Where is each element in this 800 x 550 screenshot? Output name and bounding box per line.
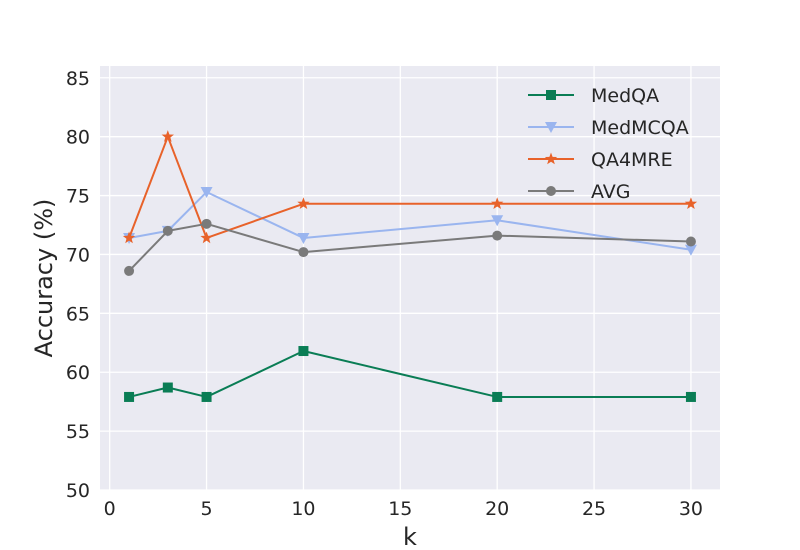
series-medqa [124, 346, 696, 402]
series-qa4mre [122, 130, 698, 244]
legend-label: MedMCQA [591, 117, 689, 139]
medqa-line [128, 350, 691, 398]
avg-point [201, 218, 212, 229]
medqa-point [162, 382, 173, 393]
medqa-point [201, 391, 212, 402]
legend-label: AVG [591, 181, 631, 203]
x-tick-label: 30 [679, 498, 703, 520]
x-tick-label: 25 [582, 498, 606, 520]
y-tick-label: 85 [66, 68, 90, 90]
medmcqa-point [200, 187, 213, 199]
series-avg [124, 218, 696, 276]
legend-marker [544, 152, 558, 165]
avg-point [162, 225, 173, 236]
x-tick-label: 5 [201, 498, 213, 520]
avg-point [492, 230, 503, 241]
legend: MedQA MedMCQA QA4MRE AVG [528, 85, 689, 203]
y-tick-label: 60 [66, 362, 90, 384]
y-axis-label: Accuracy (%) [30, 199, 58, 358]
medmcqa-point [684, 244, 697, 256]
x-tick-label: 15 [388, 498, 412, 520]
y-tick-label: 55 [66, 421, 90, 443]
y-tick-label: 65 [66, 303, 90, 325]
avg-point [298, 247, 309, 258]
medqa-point [492, 391, 503, 402]
medmcqa-point [491, 215, 504, 227]
legend-marker [546, 90, 556, 100]
qa4mre-point [122, 231, 136, 244]
grid-lines [100, 66, 720, 491]
y-tick-label: 50 [66, 480, 90, 502]
avg-point [124, 265, 135, 276]
legend-marker [545, 122, 557, 133]
legend-item-medmcqa: MedMCQA [528, 117, 689, 139]
x-axis-label: k [403, 523, 417, 550]
y-tick-label: 70 [66, 244, 90, 266]
medmcqa-line [128, 191, 692, 251]
medqa-point [124, 391, 135, 402]
qa4mre-line [128, 135, 691, 239]
x-tick-label: 10 [291, 498, 315, 520]
series-group [122, 130, 698, 402]
qa4mre-point [684, 197, 698, 210]
avg-line [128, 222, 691, 272]
medqa-point [685, 391, 696, 402]
qa4mre-point [491, 197, 504, 210]
y-tick-label: 75 [66, 186, 90, 208]
legend-label: MedQA [591, 85, 659, 107]
legend-marker [546, 186, 556, 196]
qa4mre-point [161, 130, 174, 142]
x-tick-label: 0 [104, 498, 116, 520]
legend-label: QA4MRE [591, 149, 673, 171]
legend-item-medqa: MedQA [528, 85, 659, 107]
avg-point [685, 236, 696, 247]
qa4mre-point [297, 197, 310, 210]
y-tick-label: 80 [66, 127, 90, 149]
qa4mre-point [200, 231, 213, 244]
tick-labels: 0 5 10 15 20 25 30 50 55 60 65 70 75 80 85 [66, 68, 703, 520]
legend-item-avg: AVG [528, 181, 631, 203]
medqa-point [298, 346, 309, 357]
x-tick-label: 20 [485, 498, 509, 520]
legend-item-qa4mre: QA4MRE [528, 149, 673, 171]
medmcqa-point [297, 232, 310, 244]
